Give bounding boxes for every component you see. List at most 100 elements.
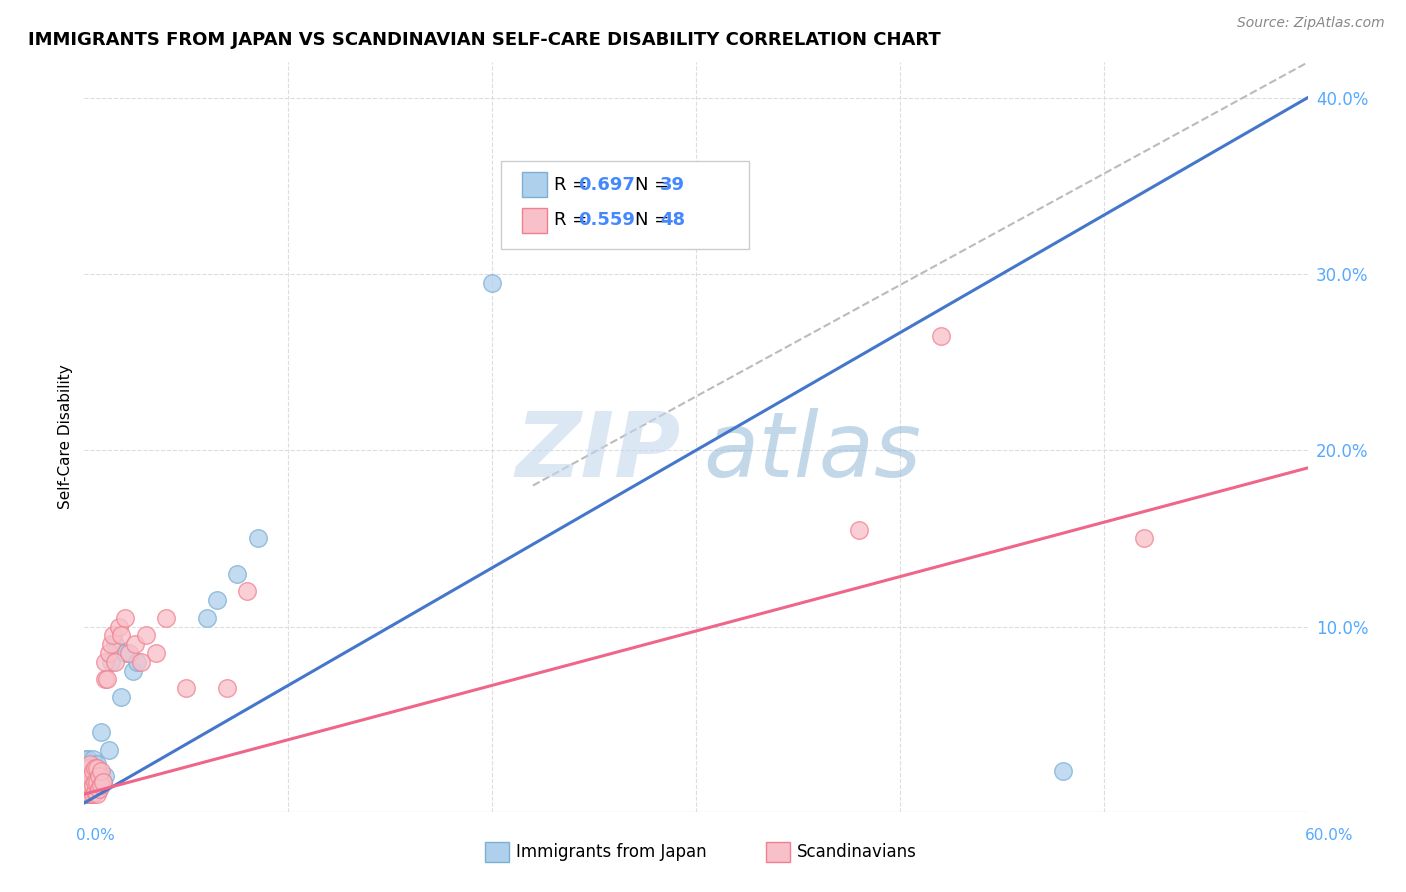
Point: [90, 764, 112, 779]
Point: [83, 785, 105, 799]
Point: [77, 764, 100, 779]
Point: [86, 787, 108, 801]
Point: [1133, 532, 1156, 546]
Text: ZIP: ZIP: [516, 408, 681, 496]
Point: [79, 769, 101, 783]
Point: [155, 611, 177, 625]
Point: [131, 655, 153, 669]
Point: [97, 743, 120, 757]
Point: [77, 778, 100, 792]
Point: [93, 769, 115, 783]
Point: [83, 761, 105, 775]
Text: R =: R =: [554, 176, 593, 194]
Text: Immigrants from Japan: Immigrants from Japan: [516, 843, 707, 861]
Point: [75, 787, 97, 801]
Point: [104, 655, 127, 669]
Point: [82, 787, 104, 801]
Point: [104, 637, 127, 651]
Text: 60.0%: 60.0%: [1305, 829, 1353, 843]
Point: [83, 774, 105, 789]
Point: [82, 778, 104, 792]
Point: [135, 628, 157, 642]
Point: [124, 637, 146, 651]
Text: 48: 48: [659, 211, 685, 229]
Point: [110, 628, 132, 642]
Point: [75, 787, 97, 801]
Point: [75, 769, 97, 783]
Point: [205, 593, 228, 607]
Point: [127, 655, 149, 669]
Point: [1052, 764, 1074, 779]
Point: [97, 646, 120, 660]
Point: [93, 673, 115, 687]
Y-axis label: Self-Care Disability: Self-Care Disability: [58, 365, 73, 509]
Point: [118, 646, 141, 660]
Point: [87, 781, 110, 796]
Point: [217, 681, 239, 696]
Point: [75, 778, 97, 792]
Point: [87, 764, 110, 779]
Point: [82, 769, 104, 783]
Point: [77, 787, 100, 801]
Point: [86, 778, 108, 792]
Point: [77, 787, 100, 801]
Point: [114, 611, 136, 625]
Text: 39: 39: [659, 176, 685, 194]
Text: Scandinavians: Scandinavians: [797, 843, 917, 861]
Point: [79, 787, 101, 801]
Point: [79, 757, 101, 772]
Point: [75, 774, 97, 789]
Point: [82, 752, 104, 766]
Point: [122, 664, 145, 678]
Point: [100, 655, 122, 669]
Text: atlas: atlas: [703, 408, 921, 496]
Point: [929, 328, 952, 343]
Point: [90, 778, 112, 792]
Point: [87, 769, 110, 783]
Point: [75, 764, 97, 779]
Point: [77, 752, 100, 766]
Point: [195, 611, 218, 625]
Point: [79, 774, 101, 789]
Point: [86, 757, 108, 772]
Point: [108, 619, 131, 633]
Point: [174, 681, 197, 696]
Text: N =: N =: [634, 211, 675, 229]
Point: [86, 774, 108, 789]
Point: [82, 764, 104, 779]
Point: [101, 628, 124, 642]
Point: [226, 566, 249, 581]
Point: [90, 778, 112, 792]
Point: [114, 646, 136, 660]
Point: [77, 778, 100, 792]
Point: [145, 646, 167, 660]
Point: [79, 787, 101, 801]
Point: [79, 761, 101, 775]
Text: R =: R =: [554, 211, 593, 229]
Text: Source: ZipAtlas.com: Source: ZipAtlas.com: [1237, 16, 1385, 29]
Point: [79, 778, 101, 792]
Point: [481, 276, 503, 290]
Point: [90, 725, 112, 739]
Text: N =: N =: [634, 176, 675, 194]
Point: [91, 774, 114, 789]
Point: [91, 774, 114, 789]
Point: [236, 584, 259, 599]
Text: 0.559: 0.559: [578, 211, 636, 229]
Point: [83, 781, 105, 796]
Point: [93, 655, 115, 669]
Text: 0.697: 0.697: [578, 176, 636, 194]
Point: [77, 769, 100, 783]
Point: [96, 673, 118, 687]
Point: [512, 223, 534, 237]
Point: [110, 690, 132, 705]
Text: 0.0%: 0.0%: [76, 829, 115, 843]
Point: [87, 781, 110, 796]
Point: [848, 523, 870, 537]
Point: [75, 752, 97, 766]
Point: [77, 761, 100, 775]
Point: [83, 761, 105, 775]
Point: [75, 761, 97, 775]
Point: [246, 532, 269, 546]
Text: IMMIGRANTS FROM JAPAN VS SCANDINAVIAN SELF-CARE DISABILITY CORRELATION CHART: IMMIGRANTS FROM JAPAN VS SCANDINAVIAN SE…: [28, 31, 941, 49]
